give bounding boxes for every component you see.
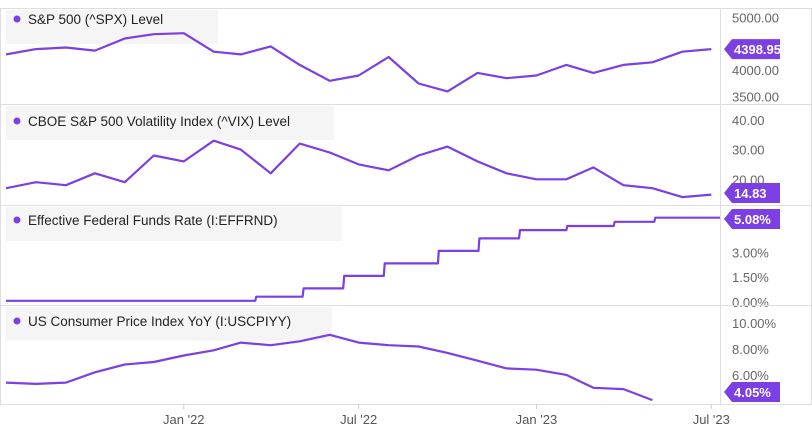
series-line <box>6 216 720 302</box>
legend-dot <box>13 117 21 125</box>
panel-2: CBOE S&P 500 Volatility Index (^VIX) Lev… <box>0 104 812 203</box>
x-axis: Jan '22 Jul '22 Jan '23 Jul '23 <box>163 404 730 427</box>
series-line <box>6 32 712 93</box>
x-tick-label: Jul '23 <box>693 412 730 427</box>
panel-title-backdrop <box>6 106 334 140</box>
last-value-tag <box>724 39 780 60</box>
panel-title: CBOE S&P 500 Volatility Index (^VIX) Lev… <box>28 114 290 129</box>
panel-4: US Consumer Price Index YoY (I:USCPIYY) 1… <box>0 305 812 402</box>
last-value-label: 4398.95 <box>734 42 781 57</box>
series-line <box>6 333 653 402</box>
last-value-label: 5.08% <box>734 212 771 227</box>
panel-title: S&P 500 (^SPX) Level <box>28 12 163 27</box>
panel-title: Effective Federal Funds Rate (I:EFFRND) <box>28 213 278 228</box>
last-value-label: 14.83 <box>734 186 767 201</box>
y-tick-label: 3.00% <box>732 245 769 260</box>
y-tick-label: 5000.00 <box>732 10 779 25</box>
y-tick-label: 8.00% <box>732 342 769 357</box>
last-value-tag <box>724 209 780 229</box>
last-value-tag <box>724 183 780 203</box>
y-tick-label: 40.00 <box>732 113 765 128</box>
panel-title-backdrop <box>6 10 218 44</box>
last-value-tag <box>724 382 780 402</box>
legend-dot <box>13 317 21 325</box>
y-tick-label: 1.50% <box>732 270 769 285</box>
panel-3: Effective Federal Funds Rate (I:EFFRND) 3… <box>0 205 812 310</box>
legend-dot <box>13 15 21 23</box>
panel-title: US Consumer Price Index YoY (I:USCPIYY) <box>28 314 291 329</box>
series-line <box>6 139 712 199</box>
legend-dot <box>13 216 21 224</box>
y-tick-label: 10.00% <box>732 316 777 331</box>
y-tick-label: 4000.00 <box>732 63 779 78</box>
y-tick-label: 6.00% <box>732 368 769 383</box>
x-tick-label: Jul '22 <box>340 412 377 427</box>
last-value-label: 4.05% <box>734 385 771 400</box>
y-tick-label: 3500.00 <box>732 90 779 105</box>
panel-title-backdrop <box>6 207 342 241</box>
x-tick-label: Jan '22 <box>163 412 205 427</box>
y-tick-label: 30.00 <box>732 143 765 158</box>
x-tick-label: Jan '23 <box>516 412 558 427</box>
panel-title-backdrop <box>6 307 332 341</box>
panel-1: S&P 500 (^SPX) Level5000.004500.004000.0… <box>6 10 781 105</box>
y-tick-label: 0.00% <box>732 295 769 310</box>
